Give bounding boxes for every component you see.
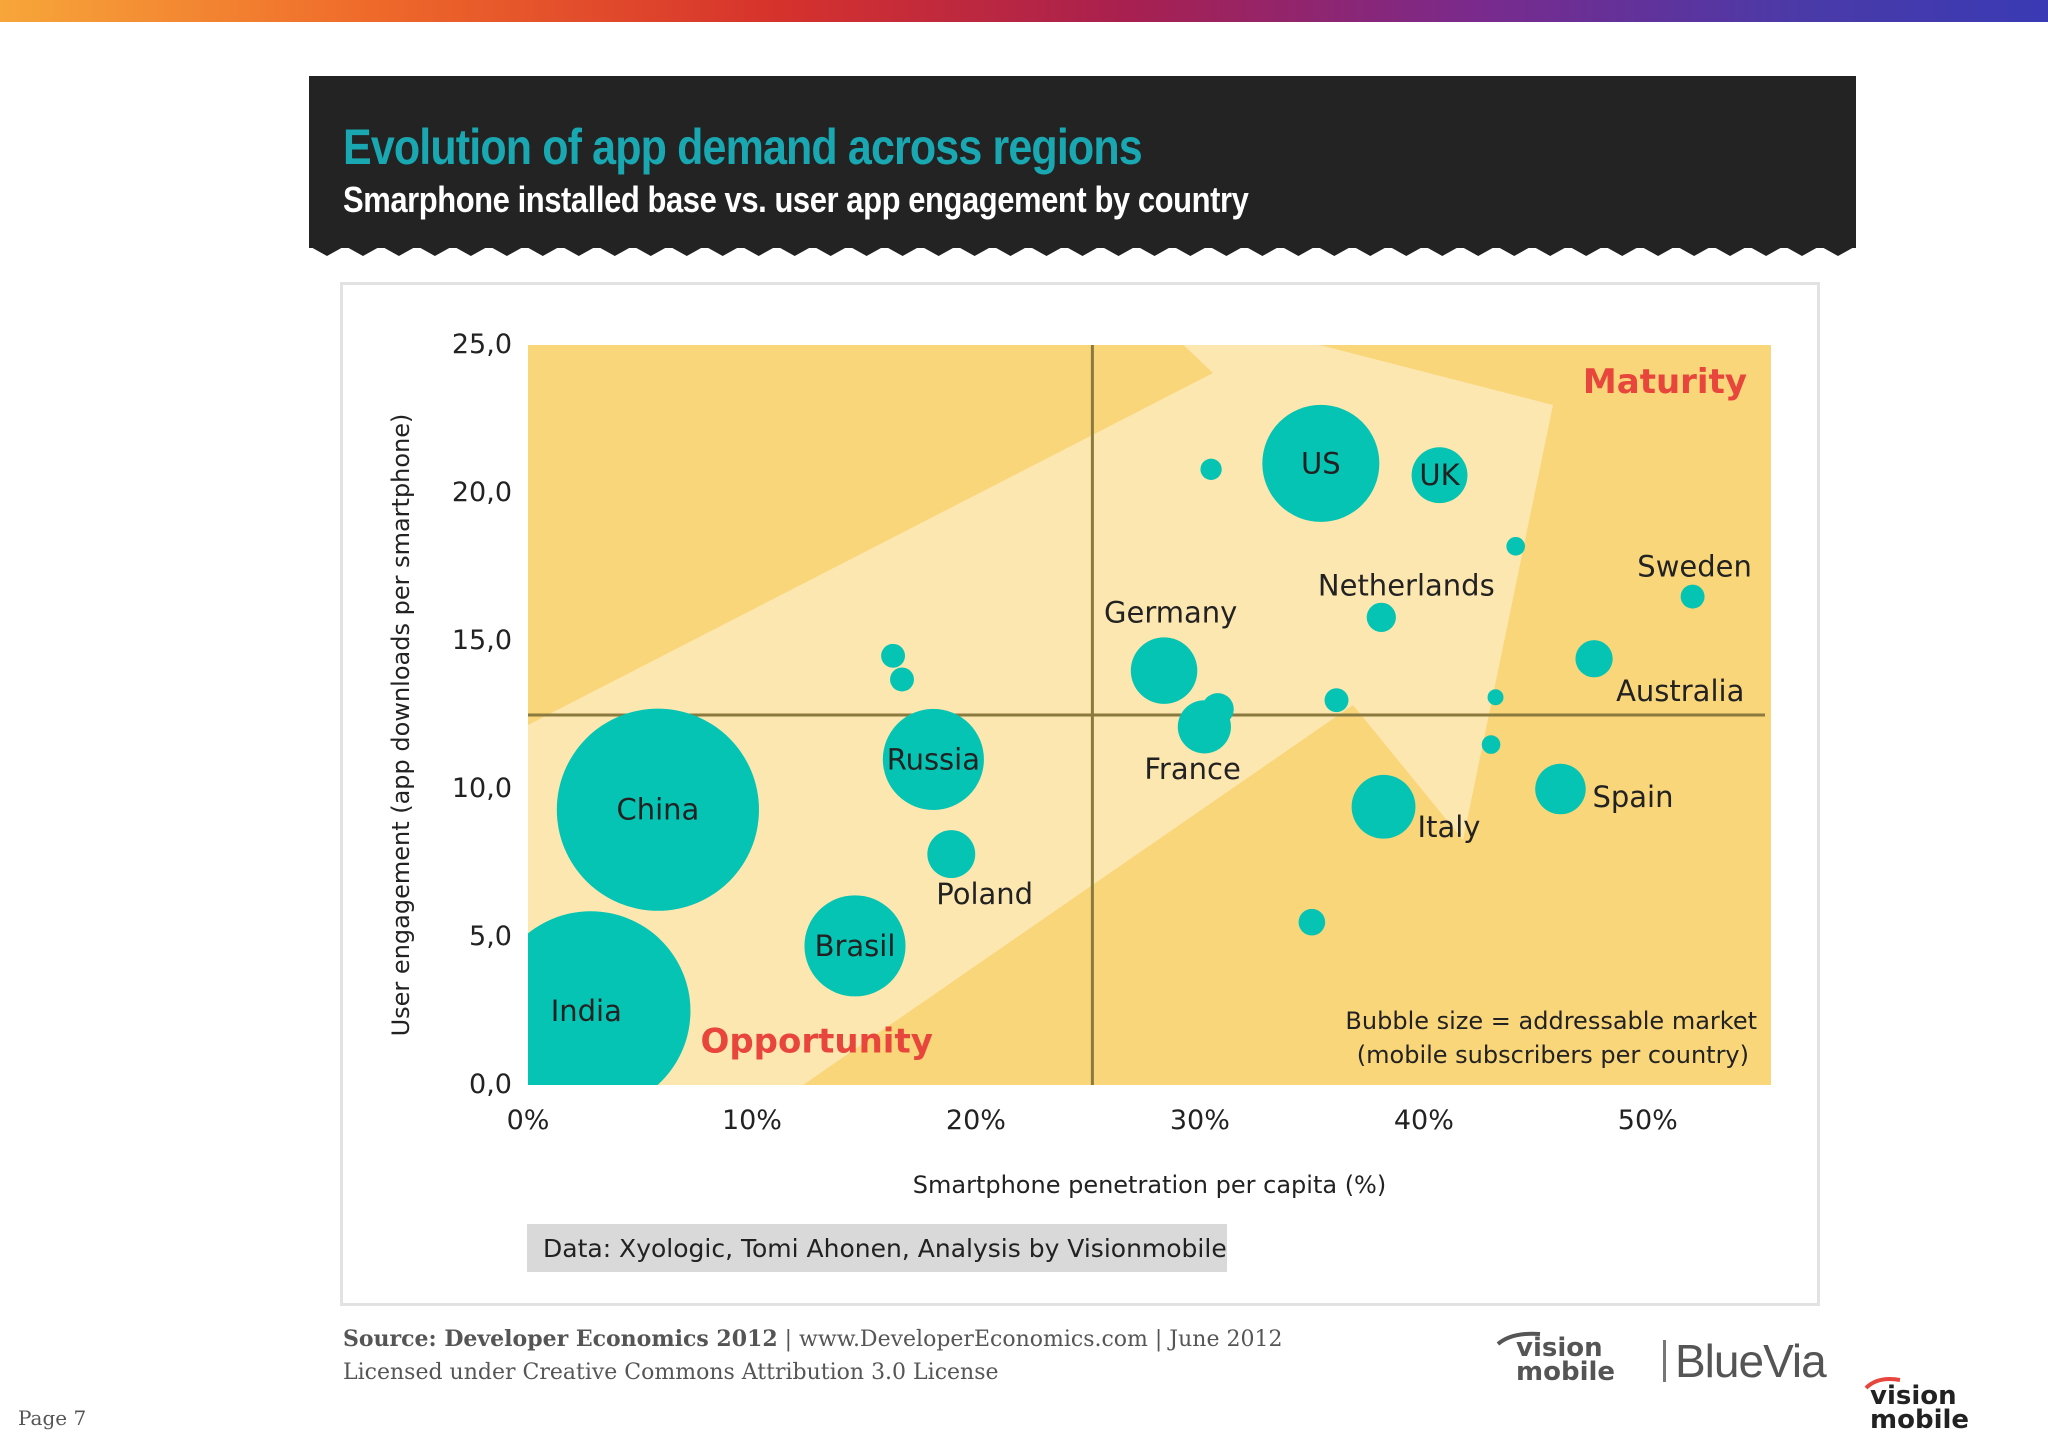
bubble-us <box>1262 404 1380 522</box>
footer-license: Licensed under Creative Commons Attribut… <box>343 1360 999 1385</box>
bubble-label-australia: Australia <box>1616 674 1744 708</box>
chart-frame: Maturity Opportunity India China Brasil Rus… <box>340 282 1820 1306</box>
corner-logo-line2: mobile <box>1870 1405 1969 1432</box>
bubble-uk <box>1411 447 1468 504</box>
y-tick-label: 10,0 <box>452 773 512 804</box>
corner-logo-line1: vision <box>1870 1381 1957 1411</box>
bubble-label-china: China <box>616 793 699 827</box>
bubble-label-poland: Poland <box>936 877 1033 911</box>
bubble-poland <box>927 830 976 879</box>
bubble-spain <box>1535 763 1586 815</box>
quadrant-label-maturity: Maturity <box>1583 362 1747 402</box>
bluevia-logo: BlueVia <box>1675 1335 1827 1387</box>
bubble-china <box>556 708 759 911</box>
bubble-label-india: India <box>551 994 622 1028</box>
chart-title: Evolution of app demand across regions <box>343 119 1143 175</box>
bubble-chart: Maturity Opportunity India China Brasil Rus… <box>387 329 1771 1199</box>
quadrant-label-opportunity: Opportunity <box>700 1021 932 1061</box>
bubble-unlabeled-10 <box>1200 458 1222 480</box>
x-axis-label: Smartphone penetration per capita (%) <box>913 1171 1386 1199</box>
bubble-label-brasil: Brasil <box>815 929 896 963</box>
footer-source-bold: Source: Developer Economics 2012 <box>343 1326 778 1352</box>
bubble-unlabeled-17 <box>1481 735 1501 754</box>
banner-zigzag-edge <box>309 246 1856 256</box>
visionmobile-corner-logo: vision mobile <box>1864 1377 1969 1432</box>
bubble-label-italy: Italy <box>1418 810 1481 844</box>
y-tick-label: 20,0 <box>452 477 512 508</box>
x-tick-label: 40% <box>1394 1105 1454 1136</box>
data-source-text: Data: Xyologic, Tomi Ahonen, Analysis by… <box>543 1233 1227 1263</box>
chart-subtitle: Smarphone installed base vs. user app en… <box>343 179 1249 220</box>
bubble-australia <box>1575 640 1613 678</box>
y-axis-label: User engagement (app downloads per smart… <box>387 414 415 1037</box>
bubble-unlabeled-14 <box>1324 688 1349 713</box>
y-tick-label: 25,0 <box>452 329 512 360</box>
bubble-netherlands <box>1366 602 1396 632</box>
logo-divider <box>1663 1340 1666 1382</box>
bubble-label-spain: Spain <box>1592 780 1673 814</box>
y-tick-label: 15,0 <box>452 625 512 656</box>
x-tick-label: 0% <box>507 1105 550 1136</box>
bubble-label-netherlands: Netherlands <box>1318 568 1495 602</box>
footer-source-rest: | www.DeveloperEconomics.com | June 2012 <box>777 1327 1283 1352</box>
title-banner: Evolution of app demand across regions S… <box>309 76 1856 256</box>
bubble-italy <box>1351 774 1416 839</box>
bubble-sweden <box>1680 584 1705 609</box>
top-gradient-bar <box>0 0 2048 22</box>
bubble-size-note-line2: (mobile subscribers per country) <box>1357 1041 1749 1069</box>
data-source-box: Data: Xyologic, Tomi Ahonen, Analysis by… <box>527 1224 1227 1272</box>
bubble-unlabeled-6 <box>890 667 914 692</box>
bubble-unlabeled-9 <box>1201 693 1234 726</box>
x-tick-label: 20% <box>946 1105 1006 1136</box>
visionmobile-logo-line2: mobile <box>1516 1357 1615 1382</box>
bubble-label-sweden: Sweden <box>1637 550 1752 584</box>
bubble-label-germany: Germany <box>1104 596 1237 630</box>
visionmobile-logo: vision mobile <box>1496 1331 1615 1382</box>
bubble-label-uk: UK <box>1419 458 1460 492</box>
bubble-unlabeled-22 <box>1298 908 1326 936</box>
bubble-russia <box>882 708 984 810</box>
x-tick-label: 50% <box>1618 1105 1678 1136</box>
x-tick-label: 10% <box>722 1105 782 1136</box>
bubble-brasil <box>804 895 906 997</box>
page-number: Page 7 <box>18 1406 87 1430</box>
bubble-germany <box>1130 637 1198 704</box>
bubble-india <box>528 911 691 1085</box>
y-tick-label: 0,0 <box>469 1069 512 1100</box>
bubble-unlabeled-16 <box>1487 689 1504 706</box>
bubble-unlabeled-5 <box>881 643 906 668</box>
y-tick-label: 5,0 <box>469 921 512 952</box>
x-tick-label: 30% <box>1170 1105 1230 1136</box>
bubble-label-france: France <box>1144 752 1240 786</box>
footer-source: Source: Developer Economics 2012 | www.D… <box>343 1326 1282 1352</box>
bubble-unlabeled-15 <box>1506 536 1525 556</box>
bubble-size-note-line1: Bubble size = addressable market <box>1345 1007 1757 1035</box>
visionmobile-logo-line1: vision <box>1516 1333 1603 1363</box>
bubble-label-russia: Russia <box>887 742 980 776</box>
bubble-label-us: US <box>1301 446 1341 480</box>
